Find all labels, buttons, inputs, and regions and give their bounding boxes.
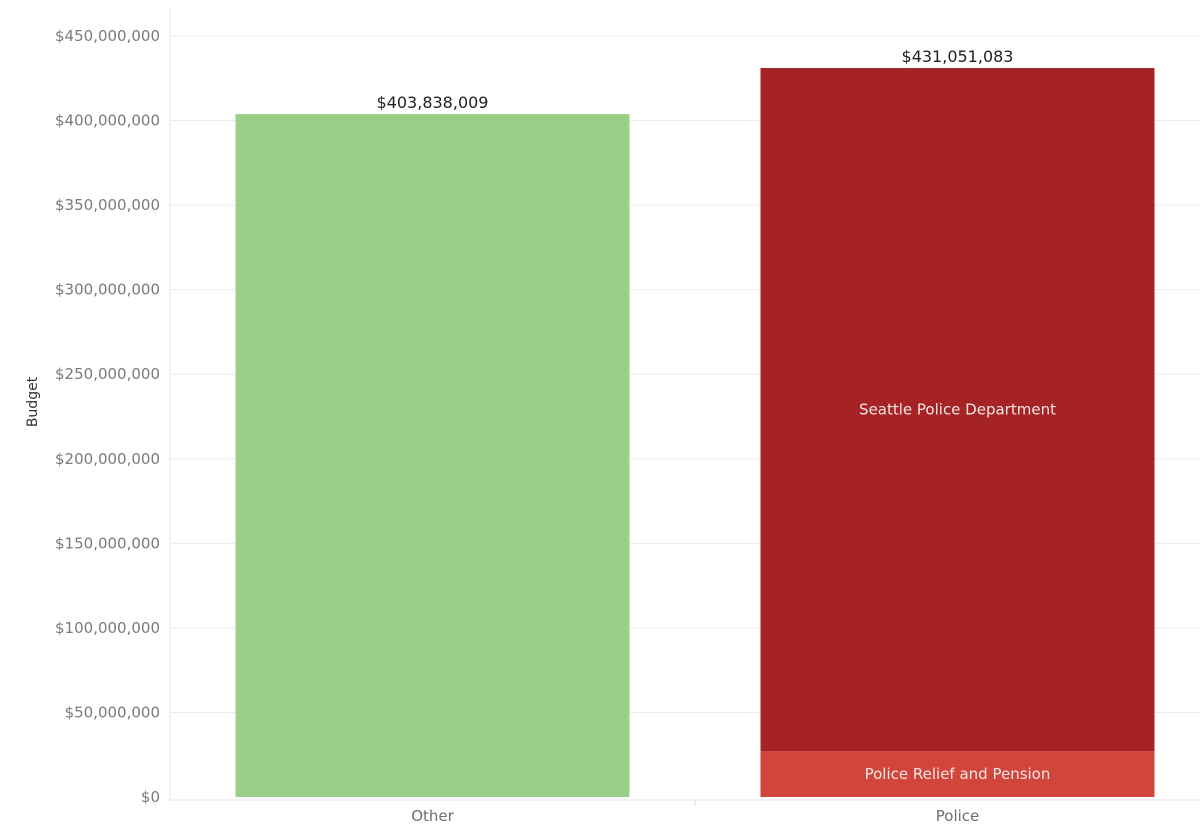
y-tick-label: $150,000,000 [55,534,160,552]
bar-total-label: $431,051,083 [902,47,1014,66]
y-tick-label: $450,000,000 [55,27,160,45]
y-tick-label: $0 [141,788,160,806]
axes: $0 $50,000,000 $100,000,000 $150,000,000 $20… [25,8,1200,825]
x-tick-label: Other [411,807,454,825]
y-tick-label: $250,000,000 [55,365,160,383]
bar-segment-police[interactable] [760,751,1155,797]
bars [235,68,1155,797]
y-tick-label: $300,000,000 [55,281,160,299]
y-tick-label: $200,000,000 [55,450,160,468]
bar-segment-other[interactable] [235,114,630,797]
y-tick-label: $50,000,000 [65,703,160,721]
y-tick-label: $350,000,000 [55,196,160,214]
bar-total-label: $403,838,009 [377,93,489,112]
x-tick-label: Police [936,807,980,825]
y-axis-title: Budget [25,376,41,427]
segment-label: Police Relief and Pension [865,765,1051,783]
y-tick-label: $100,000,000 [55,619,160,637]
bar-segment-police[interactable] [760,68,1155,752]
segment-label: Seattle Police Department [859,401,1056,419]
labels: $403,838,009 Police Relief and Pension Sea… [377,47,1057,783]
y-tick-label: $400,000,000 [55,112,160,130]
